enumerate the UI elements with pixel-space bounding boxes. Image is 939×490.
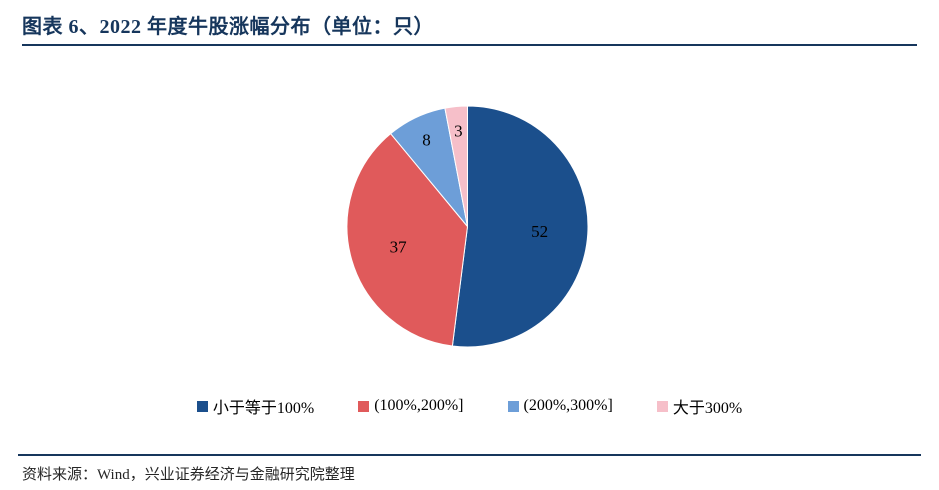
legend-item-2: (200%,300%] bbox=[507, 397, 613, 415]
pie-chart: 52 37 8 3 bbox=[346, 105, 589, 348]
legend-swatch-icon bbox=[196, 400, 208, 412]
legend-swatch-icon bbox=[507, 400, 519, 412]
pie-slice-0 bbox=[451, 105, 589, 348]
pie-data-label-3: 3 bbox=[454, 122, 463, 141]
legend: 小于等于100% (100%,200%] (200%,300%] 大于300% bbox=[0, 394, 939, 418]
legend-label: 大于300% bbox=[672, 400, 743, 417]
legend-item-3: 大于300% bbox=[656, 394, 743, 418]
pie-slice-3 bbox=[444, 105, 468, 227]
title-rule bbox=[22, 44, 917, 46]
legend-swatch-icon bbox=[358, 400, 370, 412]
legend-item-0: 小于等于100% bbox=[196, 394, 315, 418]
source-note: 资料来源：Wind，兴业证券经济与金融研究院整理 bbox=[22, 467, 355, 483]
pie-slice-1 bbox=[346, 132, 469, 347]
legend-swatch-icon bbox=[656, 400, 668, 412]
pie-data-label-2: 8 bbox=[422, 130, 431, 149]
pie-data-label-1: 37 bbox=[390, 238, 408, 257]
figure-title: 图表 6、2022 年度牛股涨幅分布（单位：只） bbox=[22, 16, 434, 38]
pie-data-label-0: 52 bbox=[531, 222, 548, 241]
footer-rule bbox=[18, 454, 921, 456]
legend-label: (200%,300%] bbox=[523, 397, 613, 414]
legend-item-1: (100%,200%] bbox=[358, 397, 464, 415]
legend-label: 小于等于100% bbox=[212, 400, 315, 417]
legend-label: (100%,200%] bbox=[374, 397, 464, 414]
